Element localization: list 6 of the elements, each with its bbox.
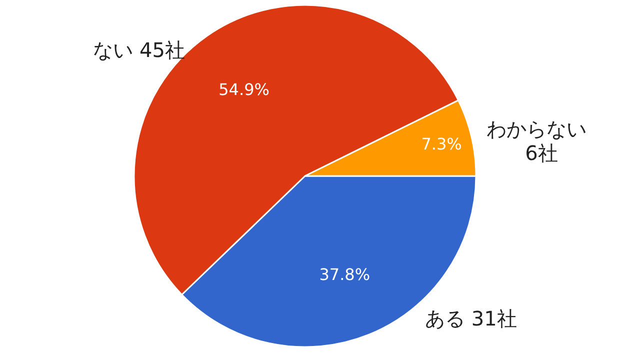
slice-label: ある 31社 [425,306,517,331]
data-label: 37.8% [319,264,370,284]
data-label: 7.3% [421,134,462,154]
slice-label: わからない 6社 [486,117,587,166]
data-label: 54.9% [218,80,270,99]
slice-label: ない 45社 [93,38,185,62]
